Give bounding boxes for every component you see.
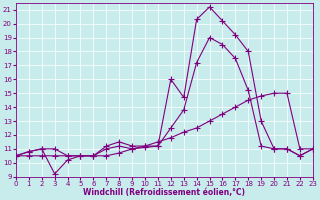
X-axis label: Windchill (Refroidissement éolien,°C): Windchill (Refroidissement éolien,°C) [84, 188, 245, 197]
